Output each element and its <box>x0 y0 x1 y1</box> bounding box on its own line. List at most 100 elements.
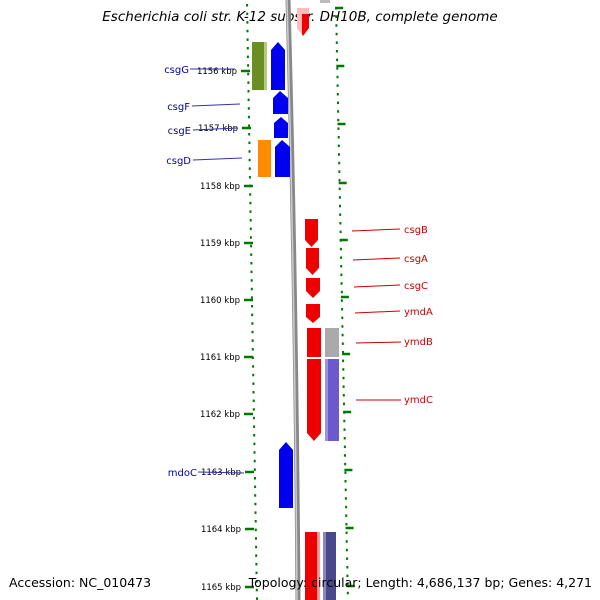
track-dot <box>247 98 250 102</box>
track-dot <box>254 511 257 514</box>
track-dot <box>256 597 258 600</box>
track-dot <box>343 428 346 431</box>
track-dot <box>346 574 349 578</box>
track-dot <box>252 416 255 420</box>
track-dot <box>339 204 341 208</box>
track-dot <box>335 15 338 19</box>
track-dot <box>248 150 251 153</box>
gene-csgC-arrow <box>306 278 320 298</box>
track-dot <box>337 144 340 148</box>
gene-label-ymdB[interactable]: ymdB <box>404 337 433 348</box>
track-dot <box>254 502 257 506</box>
genome-backbone <box>285 0 301 600</box>
tick-1165: 1165 kbp <box>201 583 254 593</box>
tick-label: 1158 kbp <box>200 182 240 192</box>
track-dot <box>340 290 343 294</box>
leader-csgB <box>351 228 401 232</box>
track-dot <box>340 256 343 259</box>
track-dot <box>335 41 338 44</box>
track-dot <box>341 316 344 320</box>
gene-csgG-cog-bar <box>252 42 266 90</box>
track-dot <box>336 67 339 70</box>
track-dot <box>338 153 340 156</box>
track-dot <box>255 588 258 592</box>
gene-label-csgC[interactable]: csgC <box>404 281 428 292</box>
track-dot <box>247 107 250 110</box>
right-gene-labels: csgB csgA csgC ymdA ymdB ymdC <box>351 225 433 406</box>
leader-csgE <box>192 127 239 131</box>
track-dot <box>342 368 345 371</box>
track-dot <box>342 385 345 388</box>
track-dot <box>252 365 255 368</box>
track-dot <box>248 141 251 145</box>
gene-ymdC-cog-bar <box>325 359 339 441</box>
gene-csgE-arrow <box>274 117 288 138</box>
track-dot <box>340 273 343 277</box>
track-dot <box>250 287 253 291</box>
track-dot <box>344 497 347 500</box>
track-dot <box>337 110 340 113</box>
track-dot <box>340 265 343 268</box>
track-dot <box>250 279 253 282</box>
tick-label: 1156 kbp <box>197 67 237 77</box>
gene-csgG-arrow <box>271 42 285 90</box>
gene-label-csgA[interactable]: csgA <box>404 254 428 265</box>
track-dot <box>335 32 338 36</box>
tick-label: 1163 kbp <box>201 468 241 478</box>
track-dot <box>249 236 252 239</box>
tick-label: 1165 kbp <box>201 583 241 593</box>
tick-label: 1161 kbp <box>200 353 240 363</box>
track-dot <box>252 399 255 403</box>
bottom-red-feature-light <box>317 532 320 600</box>
track-dot <box>255 571 258 575</box>
gene-label-ymdA[interactable]: ymdA <box>404 307 433 318</box>
track-dot <box>346 583 349 586</box>
track-dot <box>340 282 343 285</box>
track-dot <box>342 394 345 397</box>
track-dot <box>339 230 342 234</box>
track-dot <box>247 115 250 119</box>
track-dot <box>339 247 342 251</box>
leader-csgD <box>192 157 243 161</box>
gene-label-csgB[interactable]: csgB <box>404 225 428 236</box>
track-dot <box>345 505 348 509</box>
track-dot <box>337 127 340 130</box>
gene-ymdB-cog-bar <box>325 328 339 357</box>
leader-mdoC <box>197 471 245 474</box>
track-dot <box>250 270 253 274</box>
gene-label-mdoC[interactable]: mdoC <box>168 468 197 479</box>
track-dot <box>251 322 254 325</box>
track-dot <box>254 477 256 480</box>
tick-1158: 1158 kbp <box>200 182 253 192</box>
gene-label-csgE[interactable]: csgE <box>168 126 191 137</box>
track-dot <box>343 419 346 423</box>
track-dot <box>247 72 250 76</box>
top-red-feature-core <box>302 14 309 36</box>
tick-1159: 1159 kbp <box>200 239 253 249</box>
track-dot <box>255 554 258 557</box>
track-dot <box>251 348 254 351</box>
tick-1164: 1164 kbp <box>201 525 254 535</box>
leader-ymdA <box>354 310 401 314</box>
track-dot <box>337 101 339 105</box>
gene-csgF-arrow <box>273 91 288 114</box>
right-dotted-track <box>335 6 355 595</box>
topology-text: Topology: circular; Length: 4,686,137 bp… <box>248 575 592 590</box>
tick-1161: 1161 kbp <box>200 353 253 363</box>
gene-label-csgG[interactable]: csgG <box>164 65 189 76</box>
gene-label-csgD[interactable]: csgD <box>166 156 191 167</box>
track-dot <box>246 38 249 41</box>
scale-ticks: 1156 kbp 1157 kbp 1158 kbp 1159 kbp 1160… <box>197 67 254 593</box>
gene-label-ymdC[interactable]: ymdC <box>404 395 433 406</box>
gene-label-csgF[interactable]: csgF <box>167 102 190 113</box>
track-dot <box>338 179 341 182</box>
track-dot <box>339 222 342 225</box>
track-dot <box>254 494 257 497</box>
track-dot <box>339 213 342 216</box>
gene-ymdB-arrow <box>307 328 321 357</box>
track-dot <box>338 161 341 165</box>
gene-csgD-group <box>258 140 290 177</box>
track-dot <box>248 176 251 179</box>
track-dot <box>250 253 253 256</box>
track-dot <box>251 339 254 342</box>
